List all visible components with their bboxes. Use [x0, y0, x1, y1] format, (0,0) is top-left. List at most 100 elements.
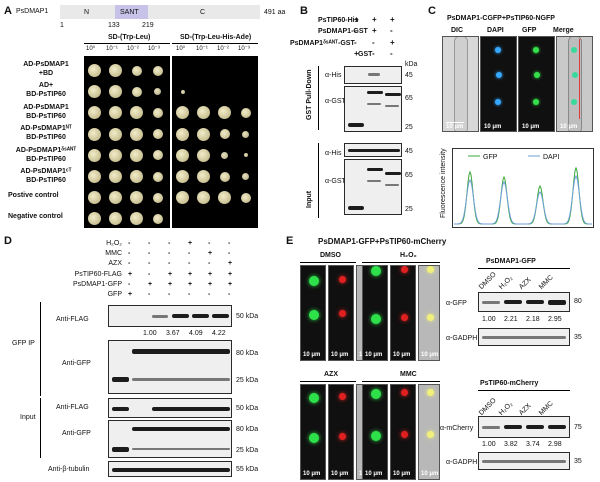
- condition-mark: -: [354, 38, 357, 47]
- y2h-row-label: AD+ BD-PsTIP60: [26, 82, 66, 98]
- yeast-colony: [176, 106, 189, 120]
- divider: [300, 262, 356, 263]
- panel-a-letter: A: [4, 5, 12, 17]
- c-channel: DIC: [451, 27, 464, 34]
- condition-mark: -: [128, 260, 131, 267]
- yeast-colony: [152, 213, 163, 224]
- e-merge-image: 10 μm: [418, 265, 440, 361]
- condition-mark: -: [168, 240, 171, 247]
- yeast-colony: [197, 148, 210, 162]
- dilution: 10⁻³: [238, 46, 250, 52]
- yeast-colony: [109, 191, 122, 205]
- c-dic-image: 10 μm: [442, 36, 479, 132]
- dilution: 10⁻³: [148, 46, 160, 52]
- condition-mark: -: [148, 250, 151, 257]
- condition-mark: +: [128, 271, 133, 278]
- b-marker: 45: [405, 72, 413, 79]
- yeast-colony: [154, 88, 161, 96]
- condition-mark: +: [390, 38, 395, 47]
- condition-mark: -: [148, 291, 151, 298]
- divider: [362, 262, 440, 263]
- yeast-colony: [176, 148, 189, 162]
- c-channel: Merge: [553, 27, 574, 34]
- e-quant: 2.18: [526, 316, 540, 323]
- dilution: 10⁻¹: [106, 46, 118, 52]
- e-treatment: H₂O₂: [400, 252, 417, 259]
- yeast-colony: [219, 129, 230, 140]
- yeast-colony: [88, 170, 101, 183]
- divider: [478, 268, 570, 269]
- b-antibody: α-His: [325, 72, 342, 79]
- c-ylabel: Fluorescence intensity: [440, 148, 447, 218]
- blot-pd-his: [344, 66, 402, 84]
- yeast-colony: [218, 191, 231, 205]
- fluorescence-plot: [452, 148, 594, 228]
- yeast-colony: [152, 65, 163, 76]
- d-size: 55 kDa: [236, 466, 259, 473]
- yeast-colony: [176, 170, 189, 183]
- y2h-row-label: Postive control: [8, 192, 59, 199]
- panel-c-letter: C: [428, 5, 436, 17]
- condition-mark: +: [354, 49, 359, 58]
- condition-mark: -: [390, 49, 393, 58]
- yeast-colony: [152, 107, 163, 118]
- c-channel: DAPI: [487, 27, 504, 34]
- gst-pulldown-label: GST Pull-Down: [306, 69, 313, 120]
- d-blot-ip-flag: [108, 305, 232, 327]
- condition-mark: -: [168, 260, 171, 267]
- e-red-image: 10 μm: [328, 265, 354, 361]
- yeast-colony: [219, 171, 230, 182]
- divider: [300, 381, 356, 382]
- d-size: 50 kDa: [236, 313, 259, 320]
- condition-mark: -: [372, 49, 375, 58]
- yeast-colony: [130, 170, 143, 183]
- sant-domain: [115, 5, 148, 19]
- y2h-row-label: AD-PsDMAP1 BD-PsTIP60: [23, 104, 69, 120]
- y2h-row-label: AD-PsDMAP1ᵟˢᴬᴺᵀ BD-PsTIP60: [15, 147, 77, 163]
- d-cond-label: GFP: [107, 291, 122, 298]
- condition-mark: -: [208, 291, 211, 298]
- condition-mark: -: [188, 250, 191, 257]
- c-dapi-image: 10 μm: [480, 36, 517, 132]
- yeast-colony: [130, 106, 143, 120]
- yeast-colony: [109, 85, 122, 99]
- domain-n: N: [84, 9, 90, 16]
- yeast-colony: [218, 106, 231, 120]
- yeast-colony: [152, 150, 163, 161]
- yeast-colony: [131, 86, 142, 97]
- domain-sant: SANT: [120, 9, 139, 16]
- b-row-label: PsDMAP1ᵟˢᴬᴺᵀ-GST: [290, 40, 355, 47]
- b-antibody: α-GST: [325, 98, 346, 105]
- yeast-colony: [197, 106, 210, 120]
- yeast-colony: [176, 127, 189, 141]
- section-line: [318, 143, 319, 218]
- e-treatment: DMSO: [320, 252, 341, 259]
- condition-mark: +: [188, 281, 193, 288]
- e-quant: 1.00: [482, 316, 496, 323]
- e-quant: 3.82: [504, 441, 518, 448]
- condition-mark: +: [228, 281, 233, 288]
- yeast-colony: [240, 107, 251, 118]
- e-lane: H₂O₂: [498, 400, 515, 417]
- condition-mark: -: [354, 26, 357, 35]
- d-size: 80 kDa: [236, 350, 259, 357]
- c-channel: GFP: [522, 27, 537, 34]
- condition-mark: -: [228, 240, 231, 247]
- c-merge-image: 10 μm: [556, 36, 593, 132]
- yeast-colony: [242, 130, 249, 138]
- yeast-colony: [109, 170, 122, 183]
- e-blot2-mcherry: [478, 416, 570, 438]
- condition-mark: +: [208, 250, 213, 257]
- condition-mark: +: [390, 15, 395, 24]
- e-lane: AZX: [518, 402, 533, 417]
- condition-mark: -: [128, 240, 131, 247]
- pos-1: 1: [60, 22, 64, 29]
- e-red-image: 10 μm: [328, 384, 354, 480]
- e-red-image: 10 μm: [390, 384, 416, 480]
- e-size: 35: [574, 334, 582, 341]
- blot-in-his: [344, 143, 402, 157]
- e-size: 80: [574, 298, 582, 305]
- panel-e-letter: E: [286, 235, 294, 247]
- c-gfp-image: 10 μm: [518, 36, 555, 132]
- d-antibody: Anti-GFP: [62, 360, 91, 367]
